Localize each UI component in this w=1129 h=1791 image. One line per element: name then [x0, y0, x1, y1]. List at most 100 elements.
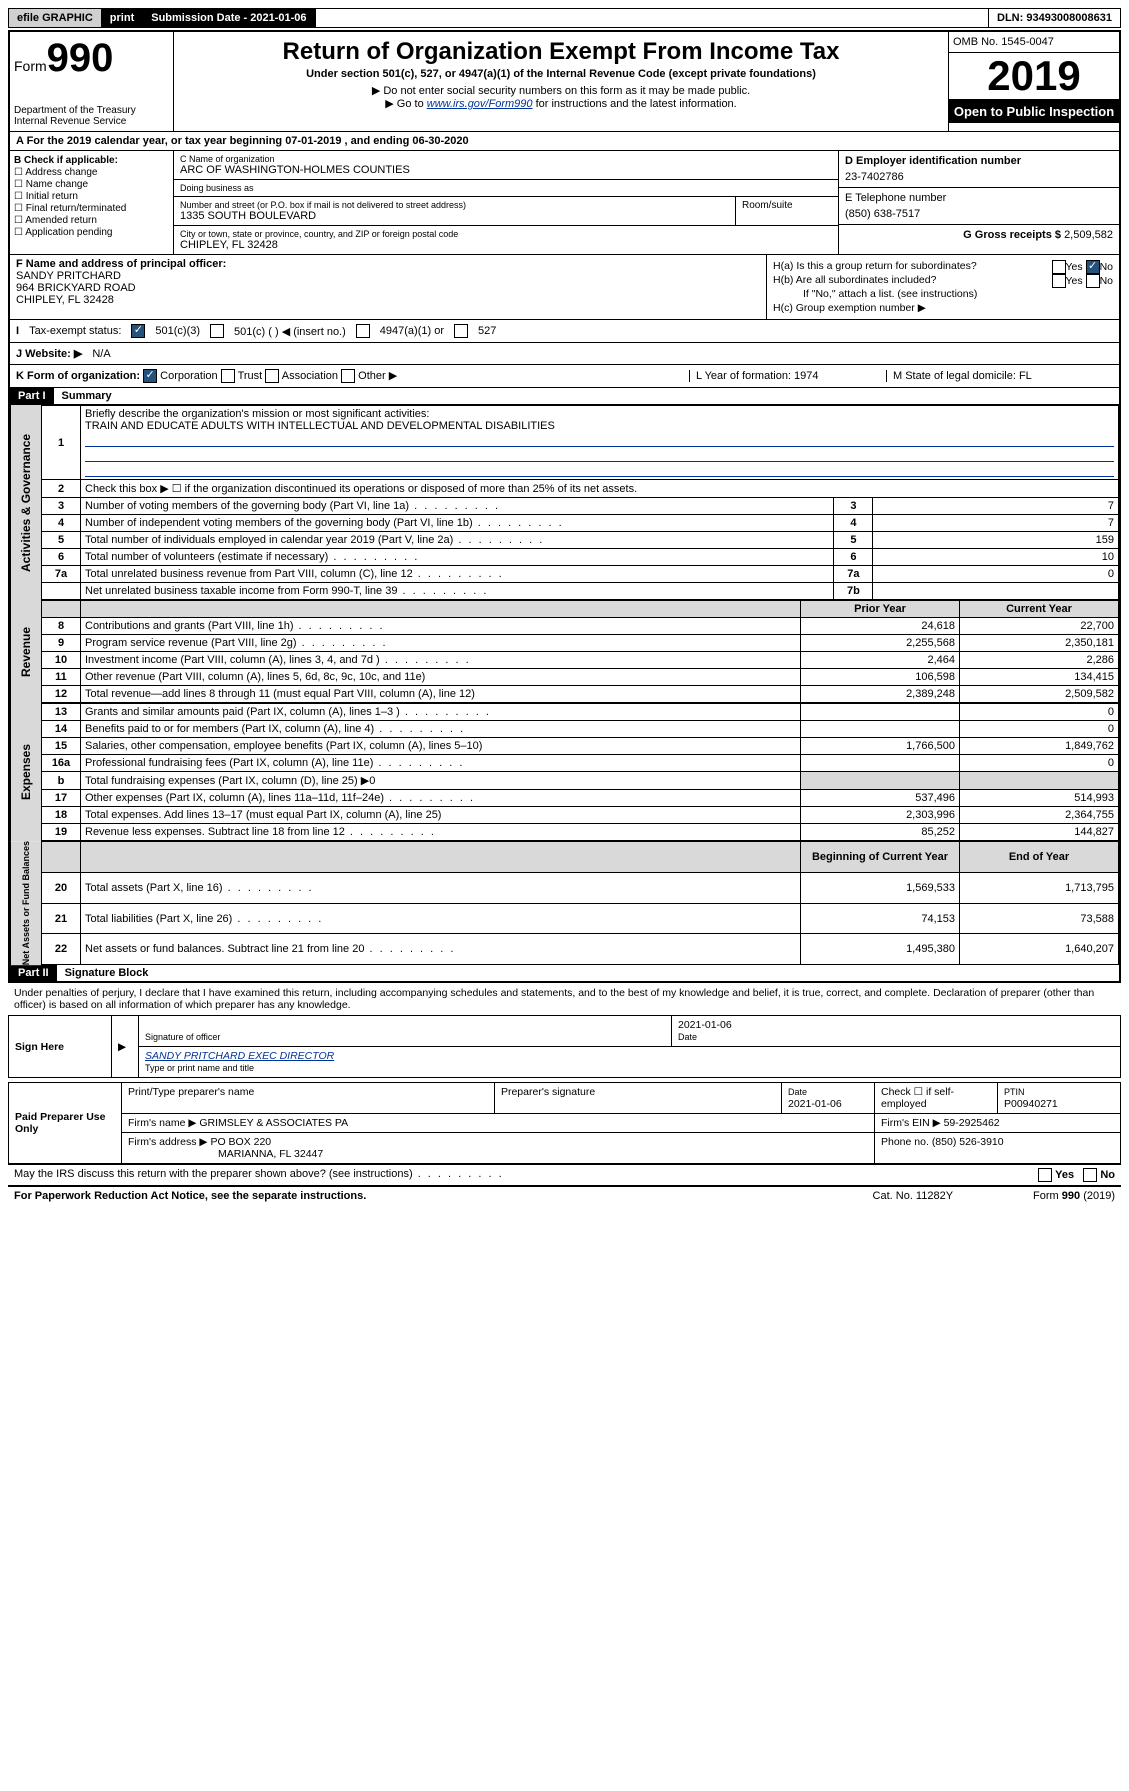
hb-yes[interactable]: [1052, 274, 1066, 288]
l6: Total number of volunteers (estimate if …: [81, 549, 834, 566]
discuss-yes[interactable]: [1038, 1168, 1052, 1182]
pra-notice: For Paperwork Reduction Act Notice, see …: [14, 1190, 366, 1202]
l1-value: TRAIN AND EDUCATE ADULTS WITH INTELLECTU…: [85, 420, 555, 432]
j-label: J Website: ▶: [16, 347, 82, 360]
officer-name: SANDY PRITCHARD: [16, 270, 760, 282]
ptin-label: PTIN: [1004, 1087, 1025, 1097]
p16a: [801, 755, 960, 772]
vlabel-ag: Activities & Governance: [10, 405, 41, 600]
part2-header: Part II Signature Block: [10, 965, 1119, 981]
l-year-formation: L Year of formation: 1974: [689, 370, 876, 382]
l3: Number of voting members of the governin…: [81, 498, 834, 515]
sign-here-block: Sign Here ▶ Signature of officer 2021-01…: [8, 1015, 1121, 1078]
b-opt-amended[interactable]: ☐ Amended return: [14, 215, 169, 226]
l8: Contributions and grants (Part VIII, lin…: [81, 618, 801, 635]
tax-year: 2019: [949, 53, 1119, 100]
footer-row: For Paperwork Reduction Act Notice, see …: [8, 1185, 1121, 1205]
l19: Revenue less expenses. Subtract line 18 …: [81, 824, 801, 841]
arrow-icon: ▶: [112, 1016, 139, 1078]
vlabel-exp: Expenses: [10, 703, 41, 841]
k-other[interactable]: [341, 369, 355, 383]
k-corp[interactable]: ✓: [143, 369, 157, 383]
hc-line: H(c) Group exemption number ▶: [773, 302, 1113, 314]
sign-here-label: Sign Here: [9, 1016, 112, 1078]
perjury-statement: Under penalties of perjury, I declare th…: [8, 983, 1121, 1015]
ha-no[interactable]: ✓: [1086, 260, 1100, 274]
dba-label: Doing business as: [180, 183, 832, 193]
l15: Salaries, other compensation, employee b…: [81, 738, 801, 755]
c15: 1,849,762: [960, 738, 1119, 755]
city-state-zip: CHIPLEY, FL 32428: [180, 239, 832, 251]
b-opt-address[interactable]: ☐ Address change: [14, 167, 169, 178]
l7a: Total unrelated business revenue from Pa…: [81, 566, 834, 583]
m-state-domicile: M State of legal domicile: FL: [886, 370, 1113, 382]
c16a: 0: [960, 755, 1119, 772]
print-button[interactable]: print: [102, 9, 143, 27]
prep-sig-label: Preparer's signature: [494, 1083, 781, 1114]
self-employed-check[interactable]: Check ☐ if self-employed: [875, 1083, 998, 1114]
i-4947[interactable]: [356, 324, 370, 338]
firm-phone-label: Phone no.: [881, 1136, 929, 1148]
net-assets-section: Net Assets or Fund Balances Beginning of…: [10, 841, 1119, 965]
addr-label: Number and street (or P.O. box if mail i…: [180, 200, 729, 210]
cat-no: Cat. No. 11282Y: [873, 1190, 954, 1202]
firm-ein: 59-2925462: [944, 1117, 1000, 1129]
p19: 85,252: [801, 824, 960, 841]
top-bar: efile GRAPHIC print Submission Date - 20…: [8, 8, 1121, 28]
discuss-no[interactable]: [1083, 1168, 1097, 1182]
p18: 2,303,996: [801, 807, 960, 824]
ptin-value: P00940271: [1004, 1098, 1058, 1110]
part1-header: Part I Summary: [10, 388, 1119, 405]
v7b: [873, 583, 1119, 600]
part2-tag: Part II: [10, 965, 57, 981]
c8: 22,700: [960, 618, 1119, 635]
l4: Number of independent voting members of …: [81, 515, 834, 532]
ha-line: H(a) Is this a group return for subordin…: [773, 260, 1113, 272]
note-ssn: ▶ Do not enter social security numbers o…: [178, 84, 944, 97]
k-trust[interactable]: [221, 369, 235, 383]
col-d: D Employer identification number 23-7402…: [839, 151, 1119, 254]
hb-note: If "No," attach a list. (see instruction…: [773, 288, 1113, 300]
col-c: C Name of organization ARC OF WASHINGTON…: [174, 151, 839, 254]
ha-yes[interactable]: [1052, 260, 1066, 274]
i-527[interactable]: [454, 324, 468, 338]
note2-pre: ▶ Go to: [385, 98, 426, 110]
p17: 537,496: [801, 790, 960, 807]
e20: 1,713,795: [960, 872, 1119, 903]
hb-no[interactable]: [1086, 274, 1100, 288]
b-opt-final[interactable]: ☐ Final return/terminated: [14, 203, 169, 214]
l12: Total revenue—add lines 8 through 11 (mu…: [81, 686, 801, 703]
p11: 106,598: [801, 669, 960, 686]
b-opt-initial[interactable]: ☐ Initial return: [14, 191, 169, 202]
b-opt-pending[interactable]: ☐ Application pending: [14, 227, 169, 238]
k-assoc[interactable]: [265, 369, 279, 383]
l21: Total liabilities (Part X, line 26): [81, 903, 801, 934]
c9: 2,350,181: [960, 635, 1119, 652]
lb: Total fundraising expenses (Part IX, col…: [81, 772, 801, 790]
i-501c[interactable]: [210, 324, 224, 338]
l20: Total assets (Part X, line 16): [81, 872, 801, 903]
b-opt-name[interactable]: ☐ Name change: [14, 179, 169, 190]
omb-number: OMB No. 1545-0047: [949, 32, 1119, 53]
firm-addr: PO BOX 220: [210, 1136, 271, 1148]
l13: Grants and similar amounts paid (Part IX…: [81, 704, 801, 721]
b20: 1,569,533: [801, 872, 960, 903]
c11: 134,415: [960, 669, 1119, 686]
sig-date-label: Date: [678, 1032, 697, 1042]
l1-label: Briefly describe the organization's miss…: [85, 408, 429, 420]
revenue-section: Revenue Prior YearCurrent Year 8Contribu…: [10, 600, 1119, 703]
tel-label: E Telephone number: [845, 192, 1113, 204]
sig-officer-label: Signature of officer: [145, 1032, 220, 1042]
p15: 1,766,500: [801, 738, 960, 755]
discuss-question: May the IRS discuss this return with the…: [14, 1168, 504, 1182]
city-label: City or town, state or province, country…: [180, 229, 832, 239]
irs-link[interactable]: www.irs.gov/Form990: [427, 98, 533, 110]
col-ey: End of Year: [960, 842, 1119, 873]
form-number: Form990: [14, 36, 169, 81]
tax-status-row: I Tax-exempt status: ✓ 501(c)(3) 501(c) …: [10, 320, 1119, 343]
efile-tag: efile GRAPHIC: [9, 9, 102, 27]
i-501c3[interactable]: ✓: [131, 324, 145, 338]
b-label: B Check if applicable:: [14, 155, 169, 166]
hb-line: H(b) Are all subordinates included? Yes …: [773, 274, 1113, 286]
p8: 24,618: [801, 618, 960, 635]
